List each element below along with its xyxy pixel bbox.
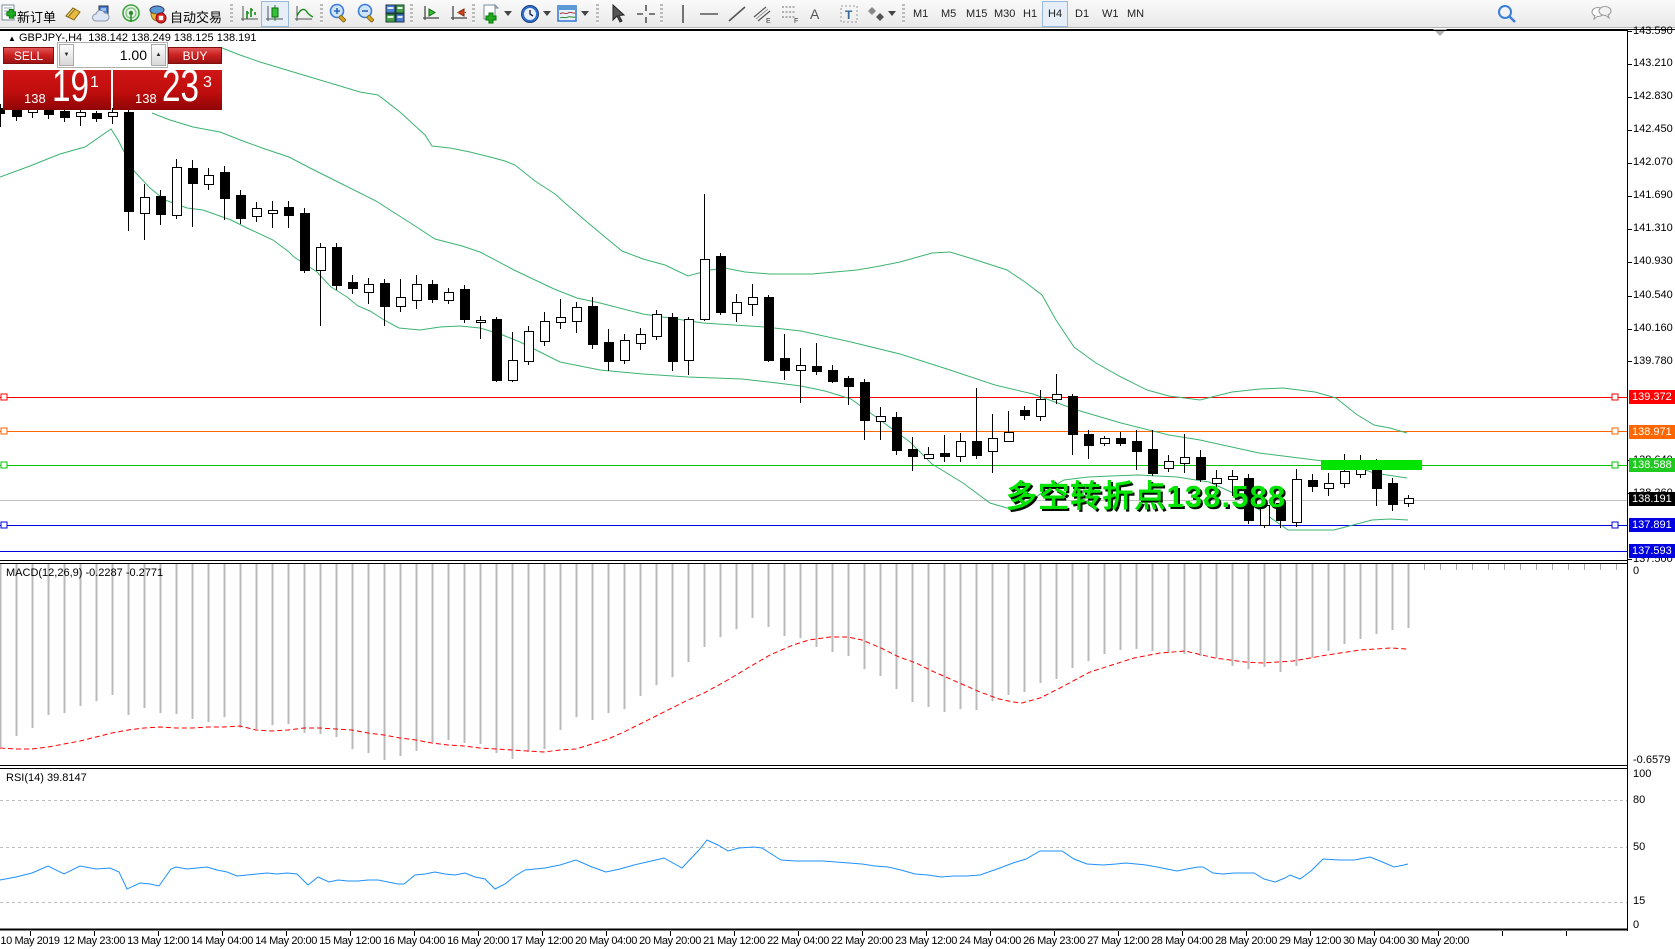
svg-text:MACD(12,26,9) -0.2287 -0.2771: MACD(12,26,9) -0.2287 -0.2771 (6, 567, 163, 579)
svg-text:T: T (845, 8, 853, 22)
svg-text:E: E (766, 18, 771, 25)
svg-text:F: F (794, 18, 798, 25)
svg-text:RSI(14) 39.8147: RSI(14) 39.8147 (6, 772, 87, 784)
